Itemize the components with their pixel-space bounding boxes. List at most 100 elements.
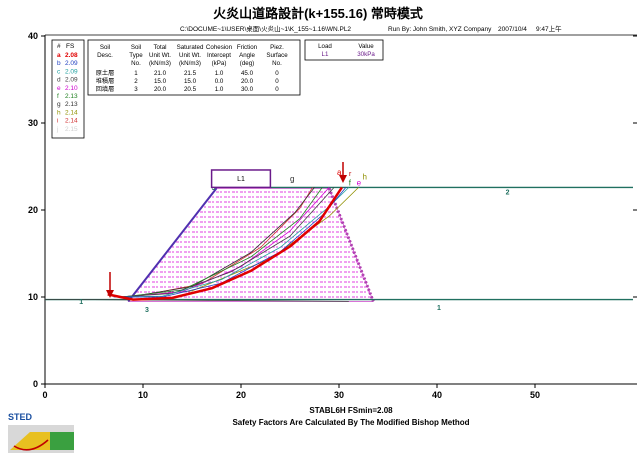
fs-legend-id: i	[57, 118, 58, 125]
soil-table-cell: 0	[275, 78, 279, 85]
soil-table-cell: 0	[275, 86, 279, 93]
soil-table-header: No.	[272, 60, 282, 67]
fs-legend-fs: FS	[66, 43, 75, 50]
slip-surface-f	[121, 187, 323, 298]
soil-table-cell: 15.0	[154, 78, 167, 85]
fill-left-boundary	[127, 187, 218, 303]
method-line-1: STABL6H FSmin=2.08	[309, 406, 393, 415]
soil-table-cell: 1.0	[215, 86, 224, 93]
slip-labels: a g h f e	[290, 168, 367, 187]
fs-legend-id: c	[57, 68, 61, 75]
fs-legend-id: j	[56, 126, 58, 133]
fs-legend-id: h	[57, 109, 61, 116]
soil-table-cell: 20.0	[154, 86, 167, 93]
soil-table-header: (kPa)	[212, 60, 227, 67]
load-table-header: Value	[358, 43, 374, 50]
fs-legend-box	[51, 39, 85, 139]
file-path: C:\DOCUME~1\USER\桌面\火炎山~1\K_155~1.16\WN.…	[180, 24, 351, 33]
y-tick-label: 10	[28, 292, 38, 302]
y-tick-label: 20	[28, 205, 38, 215]
soil-table-cell: 3	[134, 86, 138, 93]
soil-table-cell: 2	[134, 78, 138, 85]
soil-table-cell: 0	[275, 70, 279, 77]
soil-table-cell: 30.0	[241, 86, 254, 93]
soil-table-cell: 15.0	[184, 78, 197, 85]
soil-table-header: No.	[131, 60, 141, 67]
slip-surface-d	[115, 187, 335, 298]
slip-label: h	[363, 173, 367, 182]
slip-label: a	[337, 168, 342, 177]
x-tick-label: 50	[530, 390, 540, 400]
soil-table-cell: 回填層	[96, 85, 115, 93]
soil-table-header: Intercept	[207, 52, 231, 59]
fs-legend-hash: #	[57, 43, 61, 50]
figure-title: 火炎山道路設計(k+155.16) 常時模式	[213, 6, 423, 21]
fs-legend-value: 2.09	[65, 77, 78, 84]
fs-legend-value: 2.10	[65, 85, 78, 92]
run-date: 2007/10/4	[498, 26, 527, 33]
x-tick-label: 0	[42, 390, 47, 400]
profile-label: 1	[437, 305, 441, 312]
fs-legend-value: 2.15	[65, 126, 78, 133]
soil-table-box	[87, 39, 301, 96]
soil-table-header: Saturated	[177, 44, 204, 51]
soil-table-header: Friction	[237, 44, 258, 51]
soil-table-cell: 1.0	[215, 70, 224, 77]
load-box-label: L1	[237, 176, 245, 183]
run-time: 9:47上午	[536, 24, 562, 33]
fs-legend-id: a	[57, 52, 61, 59]
fs-legend-id: d	[57, 77, 61, 84]
fs-legend-value: 2.13	[65, 93, 78, 100]
slip-surfaces	[107, 186, 359, 301]
soil-table-header: Angle	[239, 52, 255, 59]
load-box	[210, 169, 272, 189]
soil-table-header: Desc.	[97, 52, 113, 59]
soil-table-cell: 45.0	[241, 70, 254, 77]
profile-label: 2	[506, 189, 510, 196]
sted-logo: STED	[8, 412, 74, 453]
load-table-cell: L1	[322, 51, 329, 58]
soil-table-cell: 20.0	[241, 78, 254, 85]
soil-table-header: Piez.	[270, 44, 284, 51]
load-table-header: Load	[318, 43, 332, 50]
fs-legend-id: e	[57, 85, 61, 92]
soil-table-header: Soil	[131, 44, 141, 51]
y-tick-label: 0	[33, 379, 38, 389]
soil-table-header: (kN/m3)	[179, 60, 201, 67]
profile-label: 1	[79, 299, 83, 306]
slip-surface-e	[123, 187, 330, 298]
slip-label: e	[357, 179, 362, 188]
soil-table-cell: 20.5	[184, 86, 197, 93]
soil-table-header: (kN/m3)	[149, 60, 171, 67]
soil-table-cell: 21.5	[184, 70, 197, 77]
load-table: Load Value L1 30kPa	[318, 43, 375, 58]
fs-legend-value: 2.09	[65, 68, 78, 75]
sted-logo-text: STED	[8, 412, 33, 422]
x-tick-label: 20	[236, 390, 246, 400]
method-line-2: Safety Factors Are Calculated By The Mod…	[232, 418, 469, 427]
arrow-right-icon	[339, 162, 347, 183]
soil-table-cell: 原土層	[96, 69, 115, 77]
fs-legend-id: g	[57, 101, 61, 108]
slip-surface-g	[128, 187, 315, 298]
fs-legend-value: 2.13	[65, 101, 78, 108]
profile-label: 3	[145, 307, 149, 314]
soil-table-cell: 1	[134, 70, 138, 77]
fill-right-boundary	[327, 187, 375, 302]
fs-legend-id: f	[57, 93, 59, 100]
profile-label: 3	[212, 185, 216, 192]
soil-table-header: (deg)	[240, 60, 254, 67]
fill-region	[127, 188, 374, 302]
x-tick-label: 30	[334, 390, 344, 400]
x-tick-label: 10	[138, 390, 148, 400]
soil-table-cell: 21.0	[154, 70, 167, 77]
fs-legend-value: 2.09	[65, 60, 78, 67]
y-tick-label: 30	[28, 118, 38, 128]
soil-table-header: Unit Wt.	[179, 52, 201, 59]
fs-legend-value: 2.14	[65, 109, 78, 116]
load-table-box	[304, 39, 384, 61]
run-by: Run By: John Smith, XYZ Company	[388, 26, 492, 33]
